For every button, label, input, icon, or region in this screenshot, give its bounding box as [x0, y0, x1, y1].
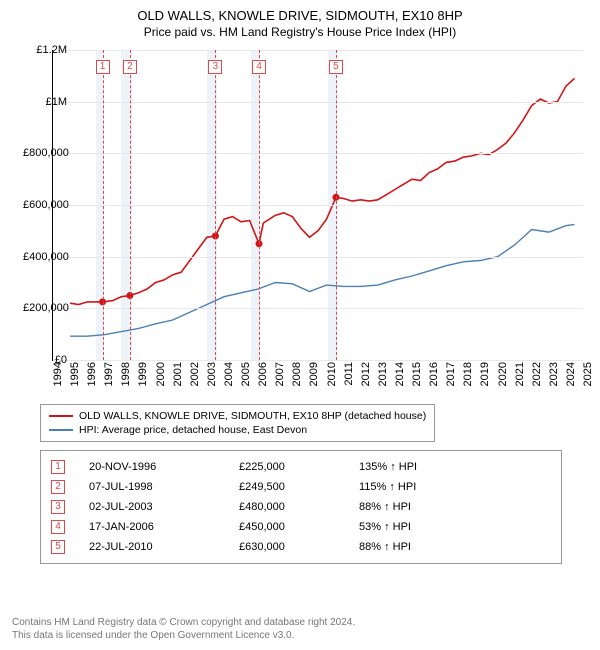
- marker-line: [215, 50, 216, 360]
- series-b-line: [70, 224, 574, 336]
- transaction-price: £480,000: [239, 501, 359, 513]
- x-tick-label: 2025: [582, 362, 594, 386]
- gridline: [53, 308, 583, 309]
- transaction-date: 17-JAN-2006: [89, 521, 239, 533]
- legend-item-a: OLD WALLS, KNOWLE DRIVE, SIDMOUTH, EX10 …: [49, 409, 426, 423]
- legend-swatch-b: [49, 429, 73, 431]
- x-tick-label: 2011: [343, 362, 355, 386]
- legend-label-b: HPI: Average price, detached house, East…: [79, 424, 307, 436]
- transaction-marker: 2: [51, 480, 65, 494]
- transaction-row: 5 22-JUL-2010£630,00088% ↑ HPI: [51, 537, 551, 557]
- y-tick-label: £400,000: [23, 251, 67, 263]
- x-tick-label: 2002: [189, 362, 201, 386]
- y-tick-label: £800,000: [23, 147, 67, 159]
- x-tick-label: 2003: [206, 362, 218, 386]
- footer-line2: This data is licensed under the Open Gov…: [12, 629, 355, 642]
- transaction-price: £249,500: [239, 481, 359, 493]
- marker-number: 2: [123, 60, 137, 74]
- chart-container: OLD WALLS, KNOWLE DRIVE, SIDMOUTH, EX10 …: [0, 0, 600, 650]
- x-tick-label: 2021: [514, 362, 526, 386]
- y-tick-label: £1M: [23, 96, 67, 108]
- x-tick-label: 2007: [274, 362, 286, 386]
- x-tick-label: 2019: [479, 362, 491, 386]
- x-tick-label: 2010: [326, 362, 338, 386]
- x-tick-label: 2020: [497, 362, 509, 386]
- marker-number: 3: [208, 60, 222, 74]
- footer: Contains HM Land Registry data © Crown c…: [12, 616, 355, 642]
- gridline: [53, 153, 583, 154]
- x-tick-label: 1999: [137, 362, 149, 386]
- plot-area: 12 3 4 5: [52, 50, 583, 361]
- x-tick-label: 2014: [394, 362, 406, 386]
- transaction-marker: 3: [51, 500, 65, 514]
- x-tick-label: 2022: [531, 362, 543, 386]
- marker-line: [259, 50, 260, 360]
- marker-line: [103, 50, 104, 360]
- x-tick-label: 1995: [69, 362, 81, 386]
- transaction-marker: 5: [51, 540, 65, 554]
- gridline: [53, 360, 583, 361]
- gridline: [53, 50, 583, 51]
- gridline: [53, 205, 583, 206]
- marker-number: 5: [329, 60, 343, 74]
- transaction-pct: 88% ↑ HPI: [359, 541, 459, 553]
- y-tick-label: £1.2M: [23, 44, 67, 56]
- transactions-table: 1 20-NOV-1996£225,000135% ↑ HPI 2 07-JUL-19…: [40, 450, 562, 564]
- transaction-pct: 88% ↑ HPI: [359, 501, 459, 513]
- marker-number: 4: [252, 60, 266, 74]
- x-tick-label: 2013: [377, 362, 389, 386]
- x-tick-label: 2008: [291, 362, 303, 386]
- transaction-price: £630,000: [239, 541, 359, 553]
- legend-swatch-a: [49, 415, 73, 417]
- y-tick-label: £600,000: [23, 199, 67, 211]
- x-tick-label: 2000: [155, 362, 167, 386]
- x-tick-label: 1994: [52, 362, 64, 386]
- transaction-row: 2 07-JUL-1998£249,500115% ↑ HPI: [51, 477, 551, 497]
- footer-line1: Contains HM Land Registry data © Crown c…: [12, 616, 355, 629]
- x-tick-label: 2018: [462, 362, 474, 386]
- transaction-pct: 115% ↑ HPI: [359, 481, 459, 493]
- legend-label-a: OLD WALLS, KNOWLE DRIVE, SIDMOUTH, EX10 …: [79, 410, 426, 422]
- x-tick-label: 2005: [240, 362, 252, 386]
- x-tick-label: 2004: [223, 362, 235, 386]
- x-tick-label: 2001: [172, 362, 184, 386]
- transaction-date: 20-NOV-1996: [89, 461, 239, 473]
- x-tick-label: 2009: [308, 362, 320, 386]
- x-tick-label: 2012: [360, 362, 372, 386]
- x-tick-label: 2023: [548, 362, 560, 386]
- marker-line: [130, 50, 131, 360]
- transaction-price: £225,000: [239, 461, 359, 473]
- x-tick-label: 1997: [103, 362, 115, 386]
- transaction-marker: 4: [51, 520, 65, 534]
- marker-number: 1: [96, 60, 110, 74]
- x-tick-label: 1996: [86, 362, 98, 386]
- transaction-pct: 53% ↑ HPI: [359, 521, 459, 533]
- gridline: [53, 102, 583, 103]
- x-tick-label: 2024: [565, 362, 577, 386]
- transaction-marker: 1: [51, 460, 65, 474]
- x-tick-label: 2017: [445, 362, 457, 386]
- transaction-date: 07-JUL-1998: [89, 481, 239, 493]
- legend: OLD WALLS, KNOWLE DRIVE, SIDMOUTH, EX10 …: [40, 404, 435, 442]
- x-tick-label: 2016: [428, 362, 440, 386]
- transaction-row: 3 02-JUL-2003£480,00088% ↑ HPI: [51, 497, 551, 517]
- transaction-row: 4 17-JAN-2006£450,00053% ↑ HPI: [51, 517, 551, 537]
- transaction-row: 1 20-NOV-1996£225,000135% ↑ HPI: [51, 457, 551, 477]
- transaction-pct: 135% ↑ HPI: [359, 461, 459, 473]
- x-tick-label: 1998: [120, 362, 132, 386]
- legend-item-b: HPI: Average price, detached house, East…: [49, 423, 426, 437]
- transaction-price: £450,000: [239, 521, 359, 533]
- gridline: [53, 257, 583, 258]
- x-tick-label: 2015: [411, 362, 423, 386]
- series-a-line: [70, 78, 574, 304]
- transaction-date: 22-JUL-2010: [89, 541, 239, 553]
- y-tick-label: £200,000: [23, 302, 67, 314]
- chart-subtitle: Price paid vs. HM Land Registry's House …: [0, 23, 600, 43]
- chart-title: OLD WALLS, KNOWLE DRIVE, SIDMOUTH, EX10 …: [0, 0, 600, 23]
- marker-line: [336, 50, 337, 360]
- x-tick-label: 2006: [257, 362, 269, 386]
- transaction-date: 02-JUL-2003: [89, 501, 239, 513]
